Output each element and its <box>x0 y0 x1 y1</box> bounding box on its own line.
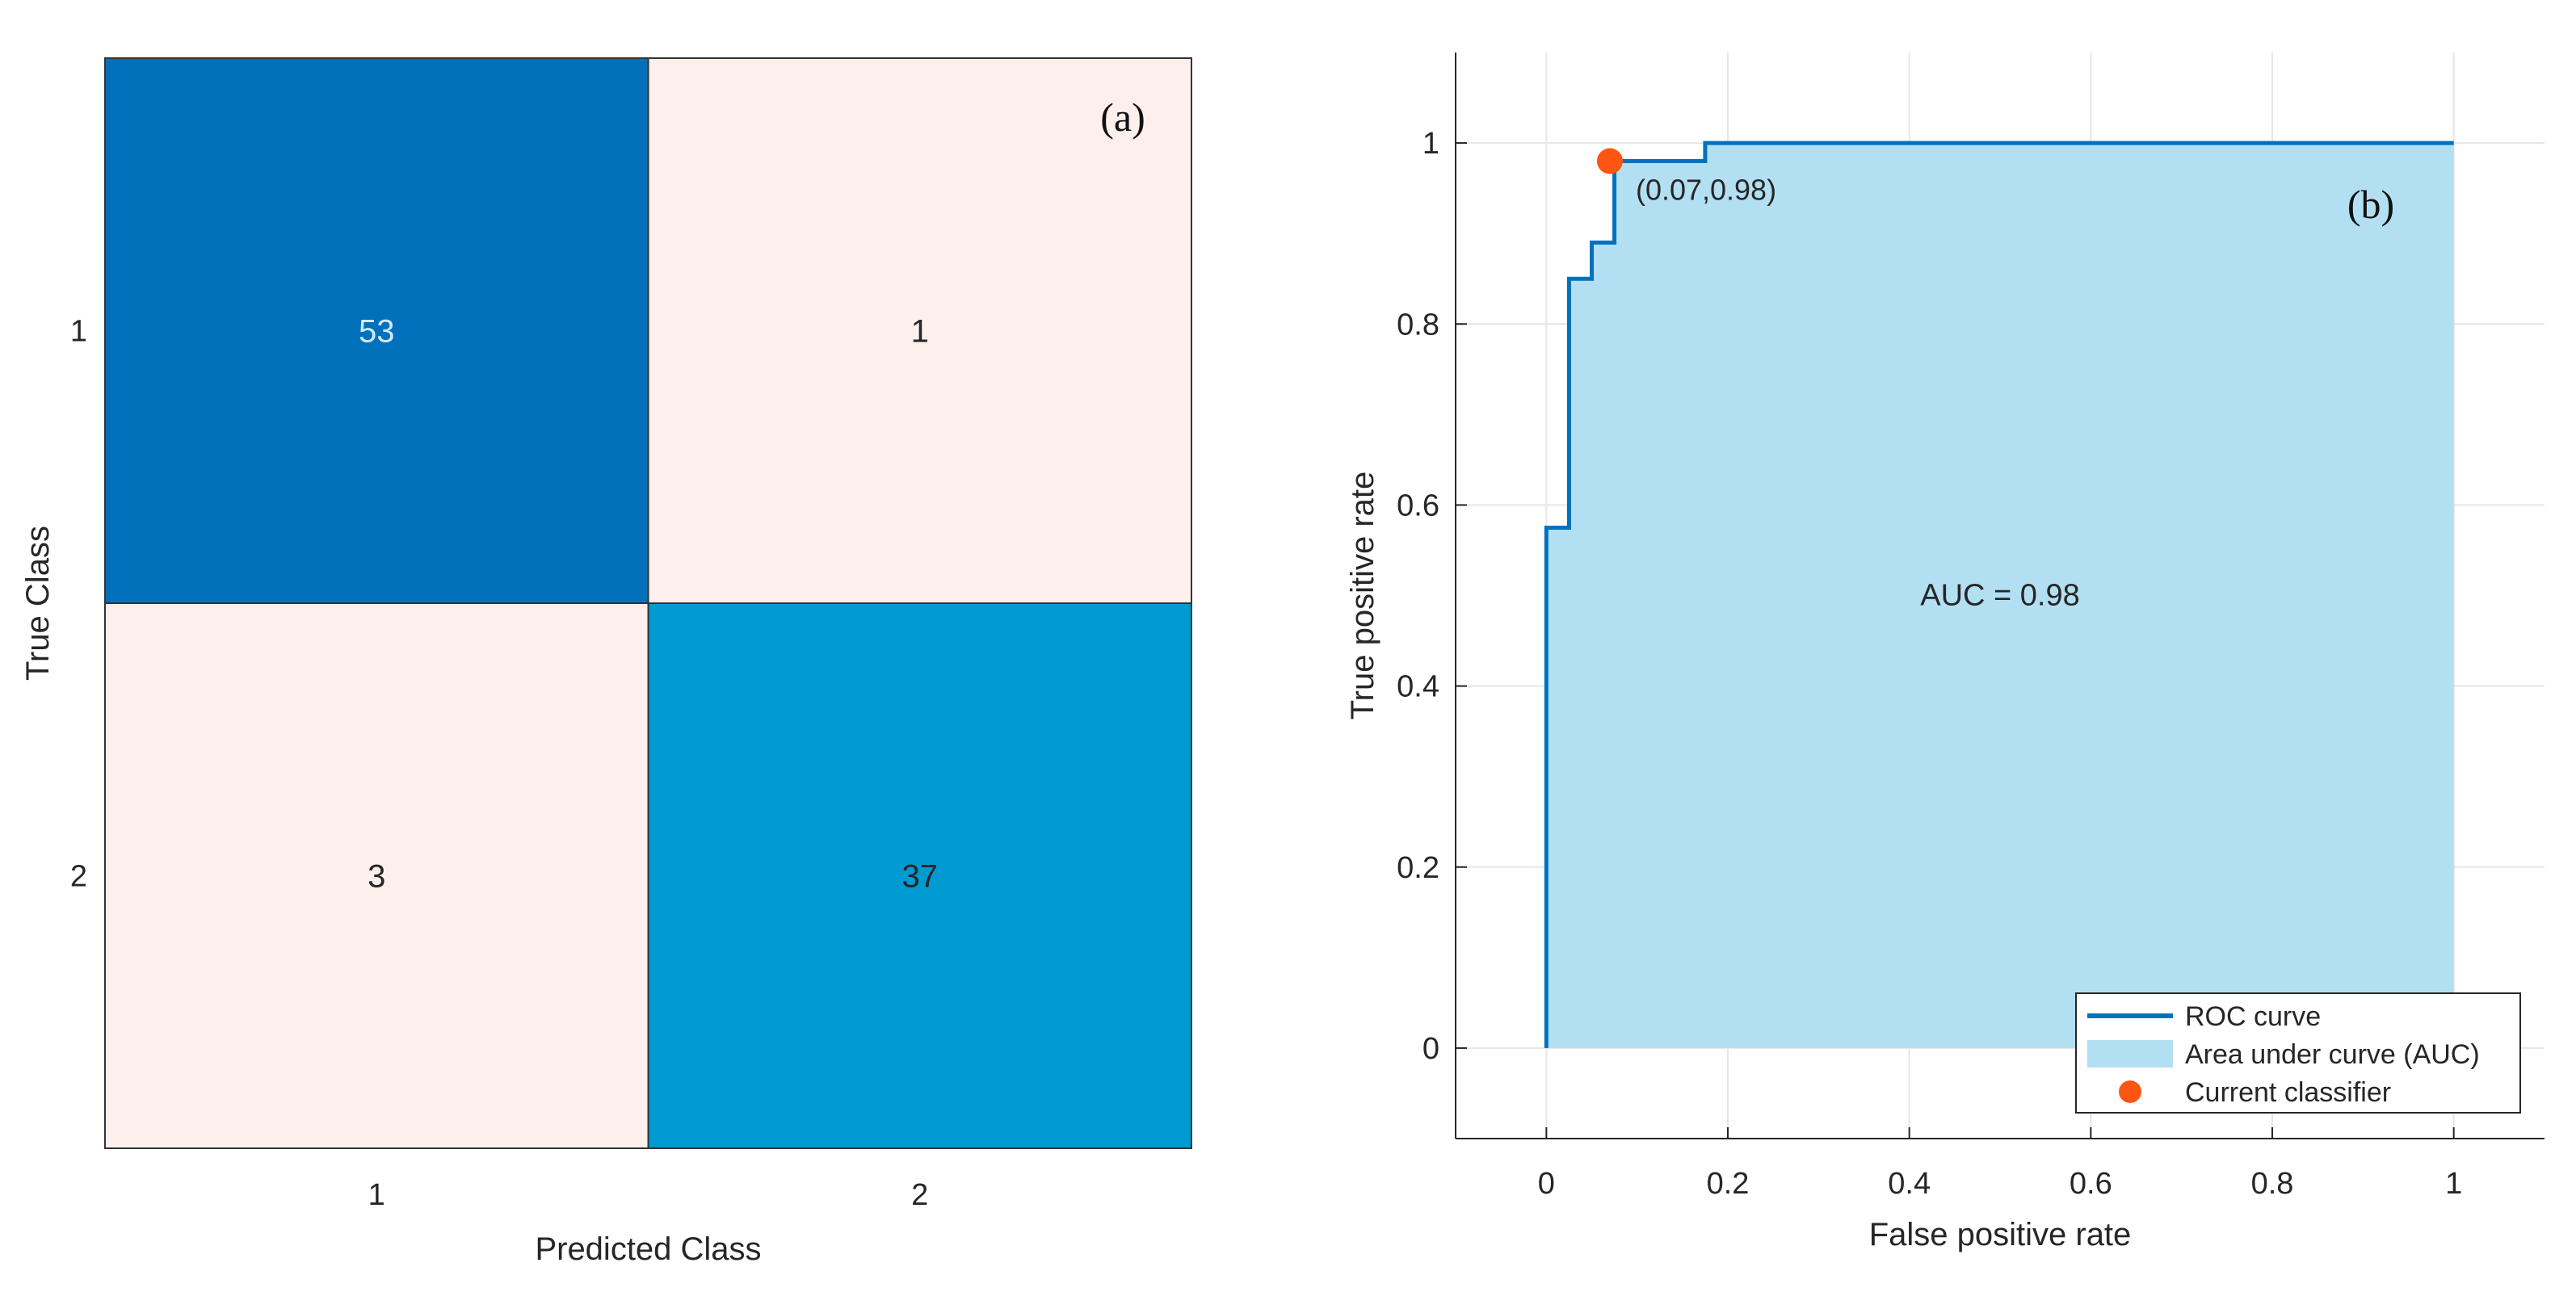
roc-axes <box>1455 52 2544 1139</box>
confusion-x-tick-1: 1 <box>368 1178 385 1212</box>
roc-curve-line <box>1544 141 2454 1048</box>
panel-label-a: (a) <box>1100 94 1145 140</box>
roc-y-tick-5: 1 <box>1422 127 1439 161</box>
roc-y-tick-3: 0.6 <box>1397 489 1439 522</box>
roc-x-tick-labels: 0 0.2 0.4 0.6 0.8 1 <box>1538 1167 2462 1201</box>
confusion-y-tick-2: 2 <box>70 860 87 894</box>
confusion-matrix-cells <box>104 57 1192 1149</box>
confusion-cell-value-r2-c2: 37 <box>902 859 939 895</box>
confusion-matrix-x-axis-label: Predicted Class <box>535 1231 761 1267</box>
roc-panel: (0.07,0.98) AUC = 0.98 0 0.2 0.4 0.6 0.8 1 00… <box>1345 52 2544 1252</box>
roc-x-tick-5: 1 <box>2445 1167 2462 1201</box>
roc-y-tick-labels: 0 0.2 0.4 0.6 0.8 1 <box>1397 127 1439 1066</box>
confusion-cell-r1-c1 <box>104 57 649 604</box>
legend-roc-curve-label: ROC curve <box>2185 1001 2321 1032</box>
confusion-x-tick-2: 2 <box>911 1178 928 1212</box>
roc-area-under-curve <box>1546 143 2454 1048</box>
confusion-cell-r1-c2 <box>647 57 1192 604</box>
roc-x-tick-4: 0.8 <box>2251 1167 2294 1201</box>
roc-y-tick-2: 0.4 <box>1397 670 1439 704</box>
roc-x-tick-3: 0.6 <box>2070 1167 2112 1201</box>
roc-x-tick-1: 0.2 <box>1707 1167 1750 1201</box>
panel-label-b: (b) <box>2347 182 2394 227</box>
confusion-cell-value-r2-c1: 3 <box>368 859 385 895</box>
roc-y-tick-0: 0 <box>1422 1032 1439 1066</box>
roc-x-axis-label: False positive rate <box>1869 1217 2132 1252</box>
confusion-cell-value-r1-c2: 1 <box>911 314 929 350</box>
confusion-cell-value-r1-c1: 53 <box>359 314 395 350</box>
roc-y-tick-1: 0.2 <box>1397 851 1439 885</box>
roc-y-tick-4: 0.8 <box>1397 308 1439 342</box>
current-classifier-label: (0.07,0.98) <box>1636 174 1776 207</box>
auc-annotation: AUC = 0.98 <box>1920 579 2080 613</box>
legend-area-label: Area under curve (AUC) <box>2185 1039 2480 1070</box>
confusion-cell-r2-c2 <box>647 602 1192 1149</box>
confusion-matrix-cell-values: 53 1 3 37 <box>359 314 938 895</box>
current-classifier-point <box>1596 148 1623 174</box>
roc-legend: ROC curve Area under curve (AUC) Current… <box>2075 992 2521 1114</box>
legend-current-classifier-swatch <box>2119 1080 2141 1103</box>
confusion-matrix-y-tick-labels: 12 <box>70 315 87 894</box>
legend-current-classifier-label: Current classifier <box>2185 1077 2391 1108</box>
confusion-cell-r2-c1 <box>104 602 649 1149</box>
confusion-matrix-frame <box>104 57 1192 1149</box>
confusion-y-tick-1: 1 <box>70 315 87 349</box>
legend-area-swatch <box>2087 1040 2173 1068</box>
roc-x-tick-2: 0.4 <box>1888 1167 1931 1201</box>
roc-x-tick-0: 0 <box>1538 1167 1555 1201</box>
roc-y-axis-label: True positive rate <box>1345 472 1380 720</box>
confusion-matrix-y-axis-label: True Class <box>20 526 56 681</box>
